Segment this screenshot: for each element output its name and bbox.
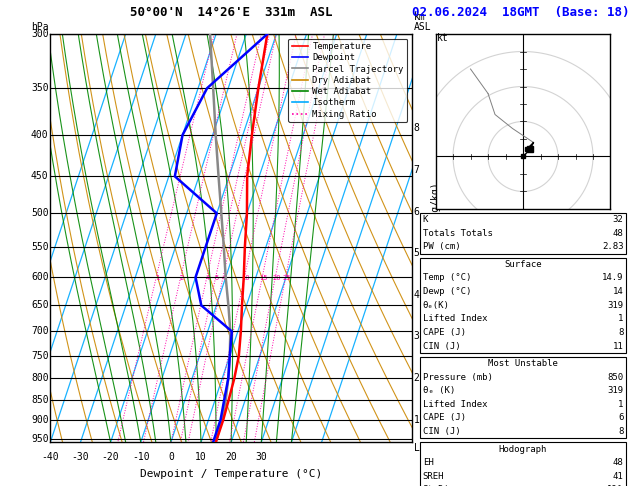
Text: Lifted Index: Lifted Index <box>423 314 487 323</box>
Text: 8: 8 <box>618 328 623 337</box>
Text: 20: 20 <box>272 276 281 281</box>
Text: 500: 500 <box>31 208 48 218</box>
Text: Surface: Surface <box>504 260 542 269</box>
Text: 300: 300 <box>31 29 48 39</box>
Text: 4: 4 <box>414 290 420 300</box>
Text: 14: 14 <box>613 287 623 296</box>
Text: SREH: SREH <box>423 472 444 481</box>
Legend: Temperature, Dewpoint, Parcel Trajectory, Dry Adiabat, Wet Adiabat, Isotherm, Mi: Temperature, Dewpoint, Parcel Trajectory… <box>288 38 408 122</box>
Text: 600: 600 <box>31 272 48 282</box>
Text: Pressure (mb): Pressure (mb) <box>423 373 493 382</box>
Text: 32: 32 <box>613 215 623 224</box>
Text: 6: 6 <box>222 276 226 281</box>
Text: 2: 2 <box>414 373 420 383</box>
Text: 6: 6 <box>414 207 420 217</box>
Text: 550: 550 <box>31 242 48 252</box>
Text: 30: 30 <box>255 452 267 463</box>
Text: Temp (°C): Temp (°C) <box>423 274 471 282</box>
Text: CAPE (J): CAPE (J) <box>423 328 465 337</box>
Text: 25: 25 <box>282 276 291 281</box>
Text: 5: 5 <box>215 276 219 281</box>
Text: hPa: hPa <box>31 22 48 32</box>
Text: 2: 2 <box>180 276 184 281</box>
Text: Lifted Index: Lifted Index <box>423 400 487 409</box>
Text: EH: EH <box>423 458 433 467</box>
Text: CAPE (J): CAPE (J) <box>423 414 465 422</box>
Text: 10: 10 <box>195 452 207 463</box>
Text: 11: 11 <box>613 342 623 350</box>
Text: Hodograph: Hodograph <box>499 445 547 453</box>
Text: 48: 48 <box>613 229 623 238</box>
Text: 1: 1 <box>618 400 623 409</box>
Text: CIN (J): CIN (J) <box>423 342 460 350</box>
Text: Dewpoint / Temperature (°C): Dewpoint / Temperature (°C) <box>140 469 322 479</box>
Text: 1: 1 <box>618 314 623 323</box>
Text: K: K <box>423 215 428 224</box>
Text: 10: 10 <box>242 276 250 281</box>
Text: 15: 15 <box>259 276 268 281</box>
Text: © weatheronline.co.uk: © weatheronline.co.uk <box>421 462 526 471</box>
Text: 4: 4 <box>206 276 210 281</box>
Text: 450: 450 <box>31 172 48 181</box>
Text: 319: 319 <box>607 386 623 395</box>
Text: Most Unstable: Most Unstable <box>488 359 558 368</box>
Text: 02.06.2024  18GMT  (Base: 18): 02.06.2024 18GMT (Base: 18) <box>412 6 629 19</box>
Text: CIN (J): CIN (J) <box>423 427 460 436</box>
Text: -10: -10 <box>132 452 150 463</box>
Text: 700: 700 <box>31 327 48 336</box>
Text: 3: 3 <box>414 331 420 341</box>
Text: 5: 5 <box>414 248 420 258</box>
Text: 0: 0 <box>168 452 174 463</box>
Text: -40: -40 <box>42 452 59 463</box>
Text: -20: -20 <box>102 452 120 463</box>
Text: 850: 850 <box>607 373 623 382</box>
Text: km
ASL: km ASL <box>414 12 431 32</box>
Text: 2.83: 2.83 <box>602 243 623 251</box>
Text: 1: 1 <box>155 276 160 281</box>
Text: 800: 800 <box>31 373 48 383</box>
Text: θₑ (K): θₑ (K) <box>423 386 455 395</box>
Text: θₑ(K): θₑ(K) <box>423 301 450 310</box>
Text: 650: 650 <box>31 300 48 311</box>
Text: Mixing Ratio (g/kg): Mixing Ratio (g/kg) <box>430 182 440 294</box>
Text: 400: 400 <box>31 130 48 140</box>
Text: 850: 850 <box>31 395 48 404</box>
Text: 8: 8 <box>618 427 623 436</box>
Text: LCL: LCL <box>414 443 431 453</box>
Text: 50°00'N  14°26'E  331m  ASL: 50°00'N 14°26'E 331m ASL <box>130 6 332 19</box>
Text: 20: 20 <box>225 452 237 463</box>
Text: kt: kt <box>437 33 449 43</box>
Text: 319: 319 <box>607 301 623 310</box>
Text: 950: 950 <box>31 434 48 444</box>
Text: 350: 350 <box>31 83 48 93</box>
Text: -30: -30 <box>72 452 89 463</box>
Text: 14.9: 14.9 <box>602 274 623 282</box>
Text: 48: 48 <box>613 458 623 467</box>
Text: Totals Totals: Totals Totals <box>423 229 493 238</box>
Text: 900: 900 <box>31 415 48 425</box>
Text: 1: 1 <box>414 415 420 425</box>
Text: 750: 750 <box>31 350 48 361</box>
Text: Dewp (°C): Dewp (°C) <box>423 287 471 296</box>
Text: 8: 8 <box>414 123 420 133</box>
Text: 7: 7 <box>414 165 420 175</box>
Text: 41: 41 <box>613 472 623 481</box>
Text: PW (cm): PW (cm) <box>423 243 460 251</box>
Text: 6: 6 <box>618 414 623 422</box>
